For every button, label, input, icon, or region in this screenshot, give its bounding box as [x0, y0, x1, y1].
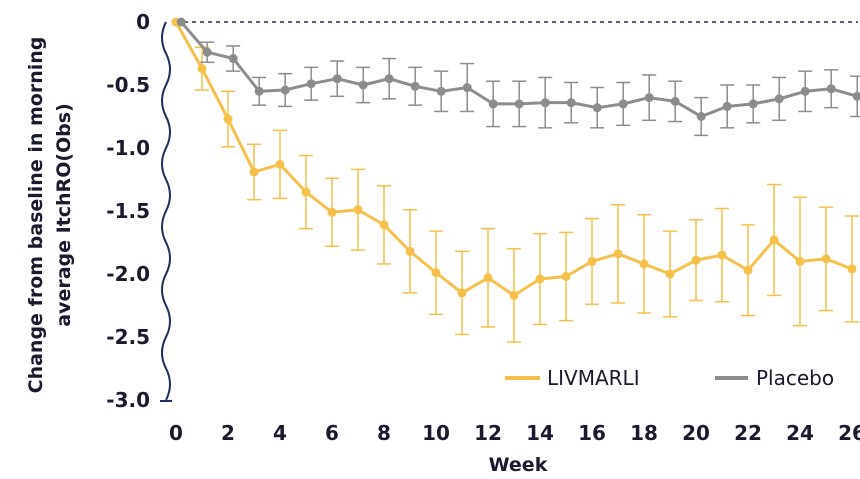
- data-point: [353, 205, 363, 215]
- data-point: [566, 98, 576, 108]
- data-point: [769, 235, 779, 245]
- data-point: [691, 255, 701, 265]
- x-tick-label: 26: [838, 421, 860, 445]
- data-point: [301, 187, 311, 197]
- legend-label-placebo: Placebo: [756, 366, 834, 390]
- series-livmarli: [171, 17, 859, 343]
- data-point: [665, 269, 675, 279]
- data-point: [826, 84, 836, 94]
- data-point: [852, 91, 860, 101]
- data-point: [561, 272, 571, 282]
- series-layer: [171, 17, 860, 343]
- data-point: [535, 274, 545, 284]
- legend: LIVMARLI Placebo: [505, 366, 834, 390]
- x-tick-label: 4: [273, 421, 287, 445]
- data-point: [592, 103, 602, 113]
- data-point: [327, 207, 337, 217]
- data-point: [613, 249, 623, 259]
- y-tick-label: -0.5: [106, 73, 150, 97]
- axis-titles: Change from baseline in morning average …: [25, 37, 548, 476]
- data-point: [540, 98, 550, 108]
- x-axis-title: Week: [489, 454, 548, 476]
- x-tick-label: 18: [630, 421, 658, 445]
- data-point: [462, 83, 472, 93]
- y-tick-label: -1.5: [106, 199, 150, 223]
- data-point: [795, 256, 805, 266]
- data-point: [644, 93, 654, 103]
- data-point: [249, 167, 259, 177]
- data-point: [254, 86, 264, 96]
- data-point: [436, 86, 446, 96]
- x-tick-label: 6: [325, 421, 339, 445]
- data-point: [483, 273, 493, 283]
- data-point: [696, 112, 706, 121]
- data-point: [431, 268, 441, 278]
- data-point: [743, 265, 753, 275]
- data-point: [670, 96, 680, 106]
- data-point: [280, 85, 290, 95]
- x-tick-label: 12: [474, 421, 502, 445]
- data-point: [223, 114, 233, 124]
- data-point: [800, 86, 810, 96]
- legend-label-livmarli: LIVMARLI: [547, 366, 640, 390]
- y-tick-label: 0: [136, 10, 150, 34]
- x-tick-label: 14: [526, 421, 554, 445]
- data-point: [748, 99, 758, 109]
- x-tick-label: 2: [221, 421, 235, 445]
- data-point: [405, 246, 415, 256]
- data-point: [457, 288, 467, 298]
- data-point: [358, 80, 368, 90]
- y-axis-title-line-2: average ItchRO(Obs): [53, 103, 75, 327]
- data-point: [821, 254, 831, 264]
- data-point: [275, 159, 285, 169]
- data-point: [202, 47, 212, 57]
- data-point: [488, 99, 498, 109]
- data-point: [509, 290, 519, 300]
- data-point: [717, 250, 727, 260]
- y-tick-label: -2.0: [106, 262, 150, 286]
- data-point: [639, 259, 649, 269]
- y-axis-line: [161, 21, 171, 401]
- data-point: [228, 54, 238, 64]
- x-tick-label: 20: [682, 421, 710, 445]
- x-tick-label: 24: [786, 421, 814, 445]
- y-axis-title-line-1: Change from baseline in morning: [25, 37, 47, 394]
- data-point: [722, 101, 732, 111]
- y-tick-label: -2.5: [106, 325, 150, 349]
- data-point: [587, 256, 597, 266]
- data-point: [379, 220, 389, 230]
- data-point: [514, 99, 524, 109]
- x-tick-label: 10: [422, 421, 450, 445]
- data-point: [176, 17, 186, 27]
- data-point: [332, 74, 342, 84]
- data-point: [384, 74, 394, 84]
- tick-labels: 0-0.5-1.0-1.5-2.0-2.5-3.00 2 4 6 8 10 12 14 16 18…: [106, 10, 860, 445]
- y-tick-label: -3.0: [106, 388, 150, 412]
- data-point: [774, 94, 784, 104]
- data-point: [847, 264, 857, 274]
- x-tick-label: 16: [578, 421, 606, 445]
- data-point: [306, 79, 316, 89]
- data-point: [197, 64, 207, 74]
- data-point: [410, 81, 420, 91]
- axes: [160, 21, 172, 402]
- series-placebo: [176, 17, 860, 137]
- x-tick-label: 22: [734, 421, 762, 445]
- data-point: [618, 99, 628, 109]
- y-tick-label: -1.0: [106, 136, 150, 160]
- x-tick-label: 0: [169, 421, 183, 445]
- x-tick-label: 8: [377, 421, 391, 445]
